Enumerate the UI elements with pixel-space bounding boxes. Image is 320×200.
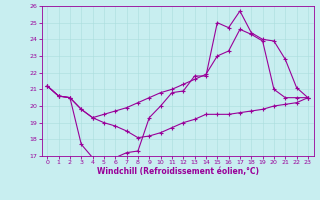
X-axis label: Windchill (Refroidissement éolien,°C): Windchill (Refroidissement éolien,°C) [97,167,259,176]
